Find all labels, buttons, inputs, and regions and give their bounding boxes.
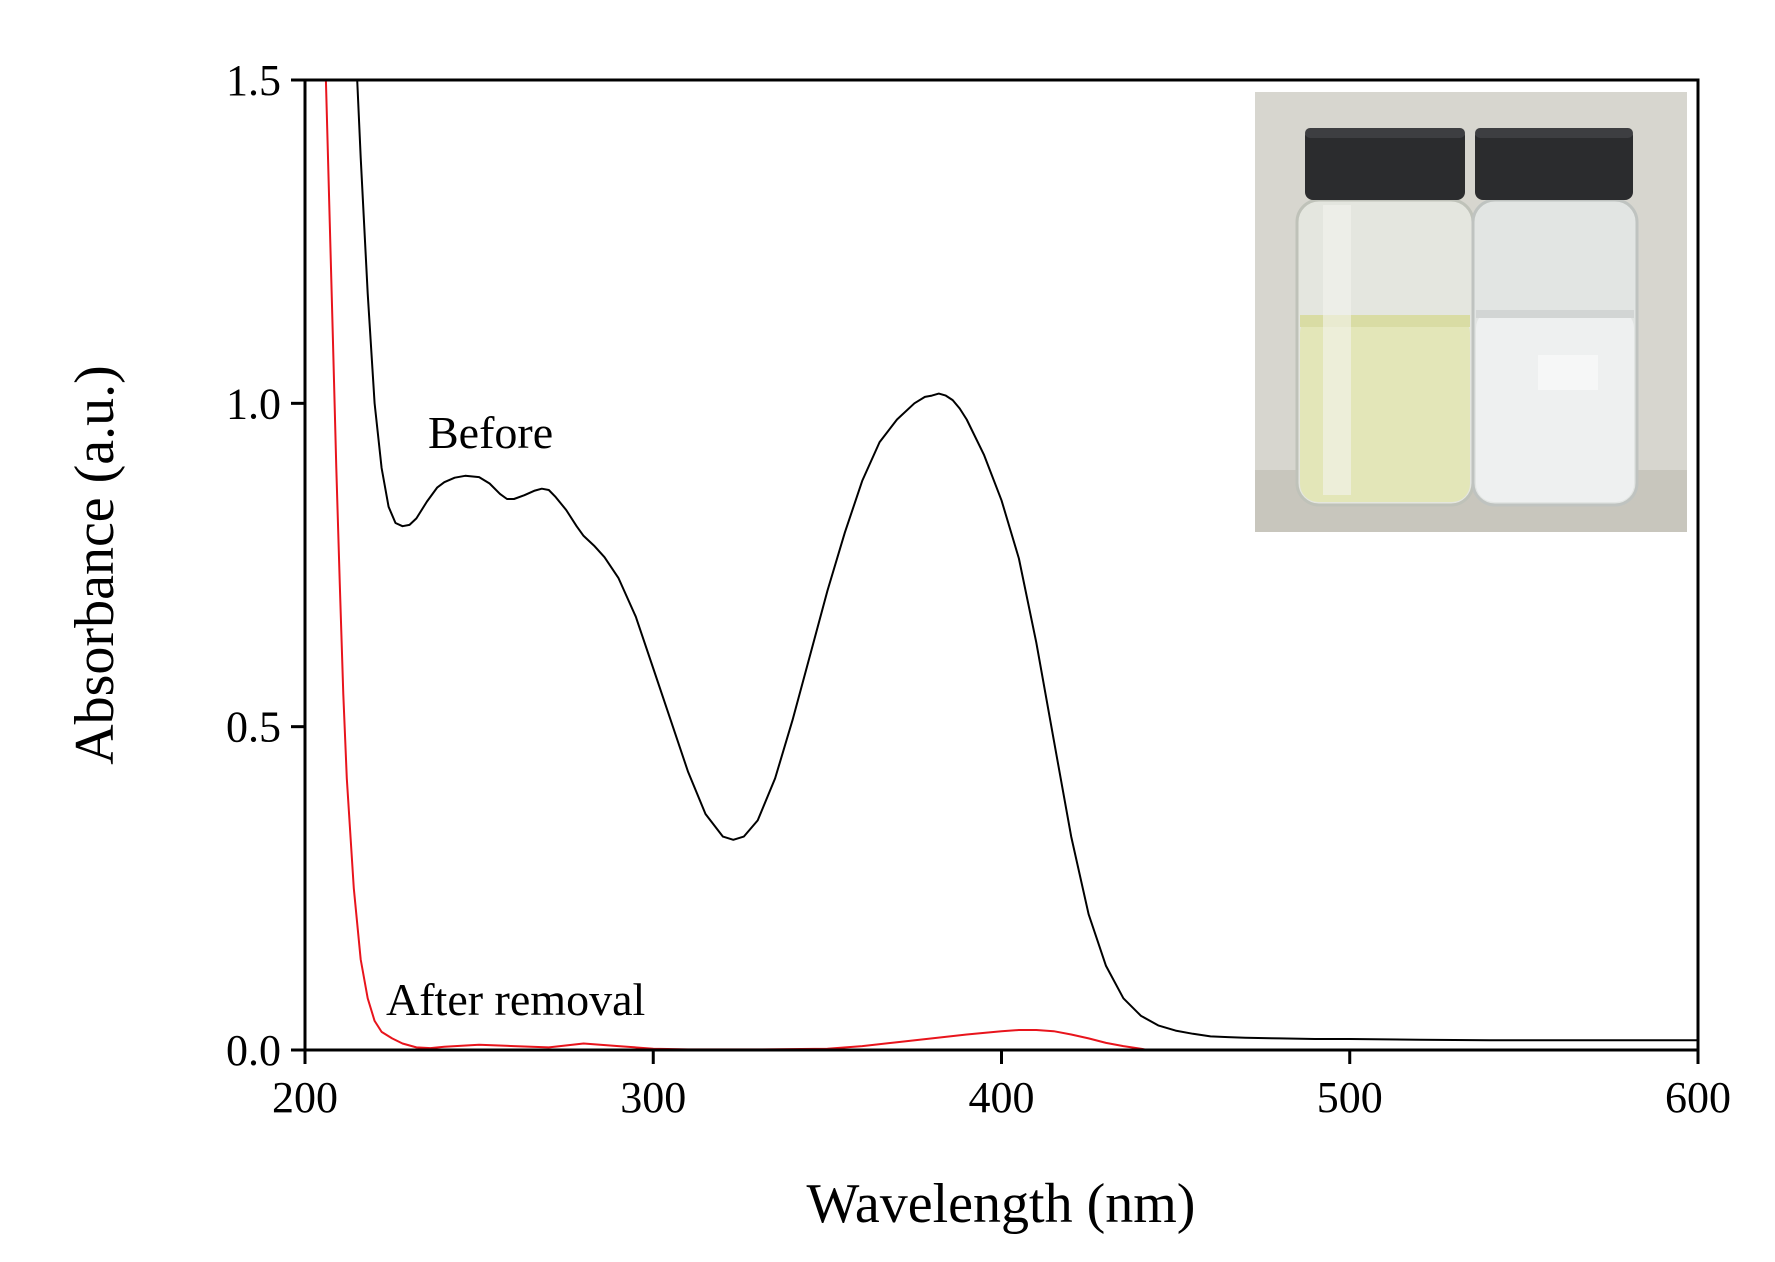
- right-vial: [1471, 128, 1639, 507]
- y-axis-title: Absorbance (a.u.): [64, 365, 126, 765]
- inset-photo-vials: [1255, 92, 1687, 532]
- left-vial: [1295, 128, 1475, 507]
- annotation-before: Before: [428, 407, 553, 458]
- y-tick-label: 1.0: [226, 379, 281, 428]
- x-tick-label: 300: [620, 1073, 686, 1122]
- left-vial-cap: [1305, 128, 1465, 200]
- right-vial-cap: [1475, 128, 1633, 200]
- ticks-layer: 200 300 400 500 600 0.0 0.5 1.0 1.5: [226, 56, 1731, 1122]
- series-line-after-removal: [324, 80, 1148, 1050]
- right-vial-liquid: [1476, 310, 1634, 502]
- series-layer: [324, 80, 1698, 1050]
- series-line-before: [356, 80, 1698, 1042]
- x-axis-title: Wavelength (nm): [807, 1173, 1196, 1235]
- x-tick-label: 600: [1665, 1073, 1731, 1122]
- x-tick-label: 400: [969, 1073, 1035, 1122]
- x-tick-label: 500: [1317, 1073, 1383, 1122]
- x-tick-label: 200: [272, 1073, 338, 1122]
- y-tick-label: 1.5: [226, 56, 281, 105]
- y-tick-label: 0.5: [226, 703, 281, 752]
- y-tick-label: 0.0: [226, 1026, 281, 1075]
- annotation-after-removal: After removal: [386, 974, 645, 1025]
